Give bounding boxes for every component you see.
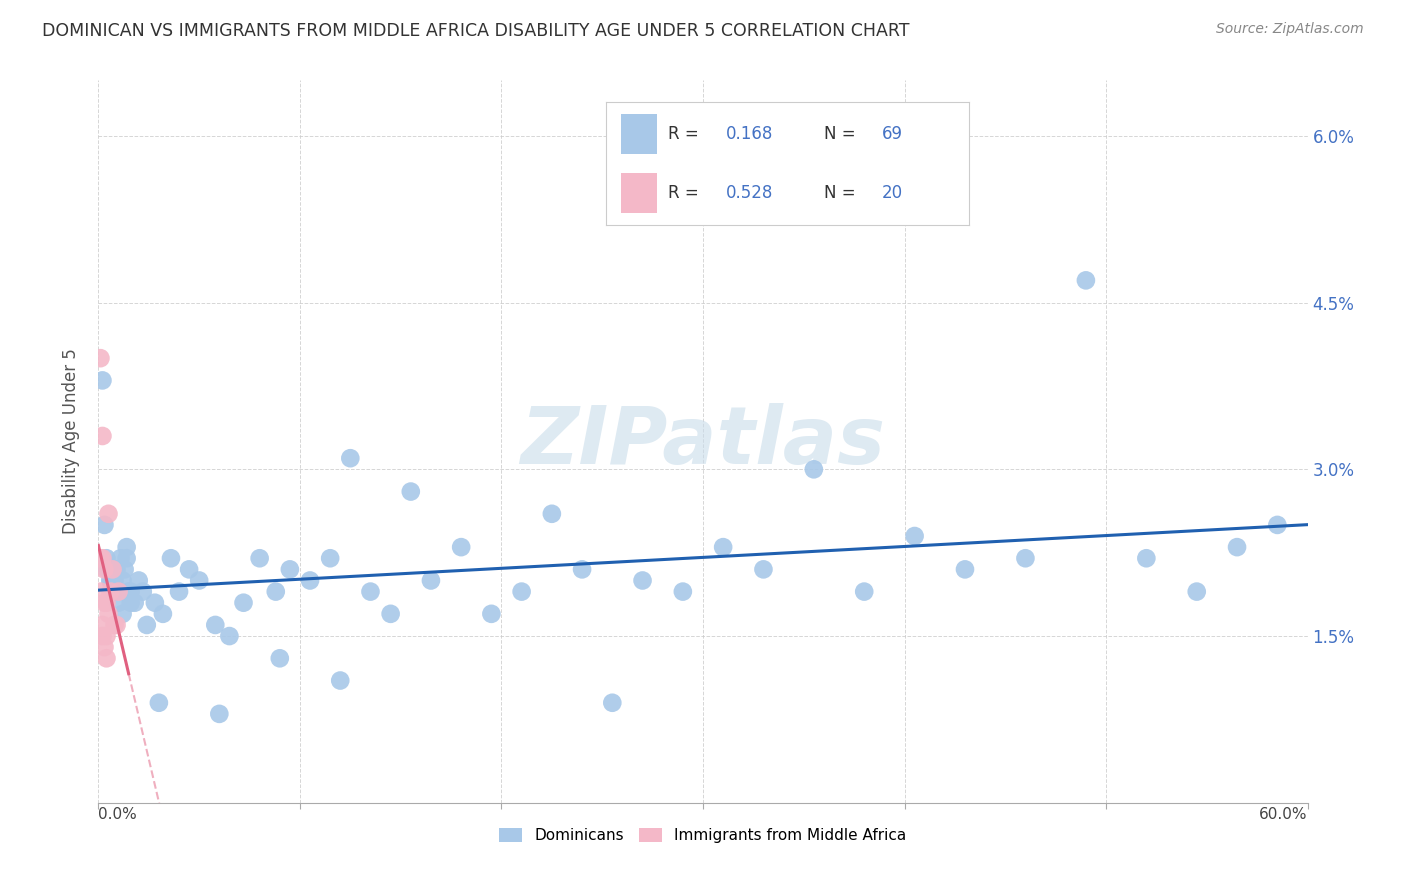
Point (319, 551, 342, 566)
Y-axis label: Disability Age Under 5: Disability Age Under 5 (62, 349, 80, 534)
Point (105, 562, 128, 576)
Point (118, 584, 141, 599)
Point (120, 584, 142, 599)
Point (96, 551, 118, 566)
Text: ZIPatlas: ZIPatlas (520, 402, 886, 481)
Point (100, 574, 122, 588)
Point (91, 618, 114, 632)
Point (91, 629, 114, 643)
Point (103, 574, 125, 588)
Point (249, 551, 271, 566)
Point (329, 673, 352, 688)
Point (672, 584, 695, 599)
Point (120, 596, 142, 610)
Point (111, 574, 134, 588)
Legend: Dominicans, Immigrants from Middle Africa: Dominicans, Immigrants from Middle Afric… (494, 822, 912, 849)
Point (143, 596, 166, 610)
Point (97, 507, 120, 521)
Point (1226, 540, 1249, 554)
Point (481, 607, 503, 621)
Point (96, 596, 118, 610)
Text: DOMINICAN VS IMMIGRANTS FROM MIDDLE AFRICA DISABILITY AGE UNDER 5 CORRELATION CH: DOMINICAN VS IMMIGRANTS FROM MIDDLE AFRI… (42, 22, 910, 40)
Point (1185, 584, 1208, 599)
Point (602, 696, 624, 710)
Point (188, 574, 211, 588)
Point (380, 607, 402, 621)
Point (107, 584, 129, 599)
Text: 0.0%: 0.0% (98, 807, 138, 822)
Point (89, 551, 111, 566)
Point (264, 584, 287, 599)
Point (571, 562, 593, 576)
Point (853, 584, 876, 599)
Point (96, 651, 118, 665)
Point (752, 562, 775, 576)
Point (124, 596, 146, 610)
Point (208, 706, 231, 721)
Point (232, 596, 254, 610)
Point (204, 618, 226, 632)
Point (91, 429, 114, 443)
Point (103, 618, 125, 632)
Text: Source: ZipAtlas.com: Source: ZipAtlas.com (1216, 22, 1364, 37)
Point (160, 551, 183, 566)
Point (711, 540, 734, 554)
Point (96, 629, 118, 643)
Point (803, 462, 825, 476)
Point (218, 629, 240, 643)
Point (631, 574, 654, 588)
Point (339, 451, 361, 466)
Point (450, 540, 472, 554)
Point (105, 618, 128, 632)
Point (399, 484, 422, 499)
Point (135, 618, 157, 632)
Point (100, 584, 122, 599)
Point (128, 574, 150, 588)
Point (360, 584, 382, 599)
Point (953, 562, 976, 576)
Point (91, 551, 114, 566)
Point (97, 607, 120, 621)
Point (540, 507, 562, 521)
Point (101, 584, 124, 599)
Point (111, 607, 134, 621)
Point (107, 584, 129, 599)
Point (1267, 517, 1289, 532)
Point (93, 640, 115, 655)
Point (115, 540, 138, 554)
Point (179, 562, 201, 576)
Text: 60.0%: 60.0% (1260, 807, 1308, 822)
Point (167, 584, 190, 599)
Point (103, 584, 125, 599)
Point (1014, 551, 1036, 566)
Point (278, 562, 301, 576)
Point (110, 551, 132, 566)
Point (93, 596, 115, 610)
Point (93, 517, 115, 532)
Point (420, 574, 443, 588)
Point (132, 584, 155, 599)
Point (152, 607, 174, 621)
Point (93, 562, 115, 576)
Point (269, 651, 291, 665)
Point (299, 574, 322, 588)
Point (89, 584, 111, 599)
Point (91, 373, 114, 387)
Point (89, 351, 111, 366)
Point (904, 529, 927, 543)
Point (101, 562, 124, 576)
Point (115, 551, 138, 566)
Point (148, 696, 170, 710)
Point (96, 562, 118, 576)
Point (114, 562, 136, 576)
Point (510, 584, 533, 599)
Point (1074, 273, 1097, 287)
Point (1135, 551, 1157, 566)
Point (100, 574, 122, 588)
Point (97, 562, 120, 576)
Point (107, 596, 129, 610)
